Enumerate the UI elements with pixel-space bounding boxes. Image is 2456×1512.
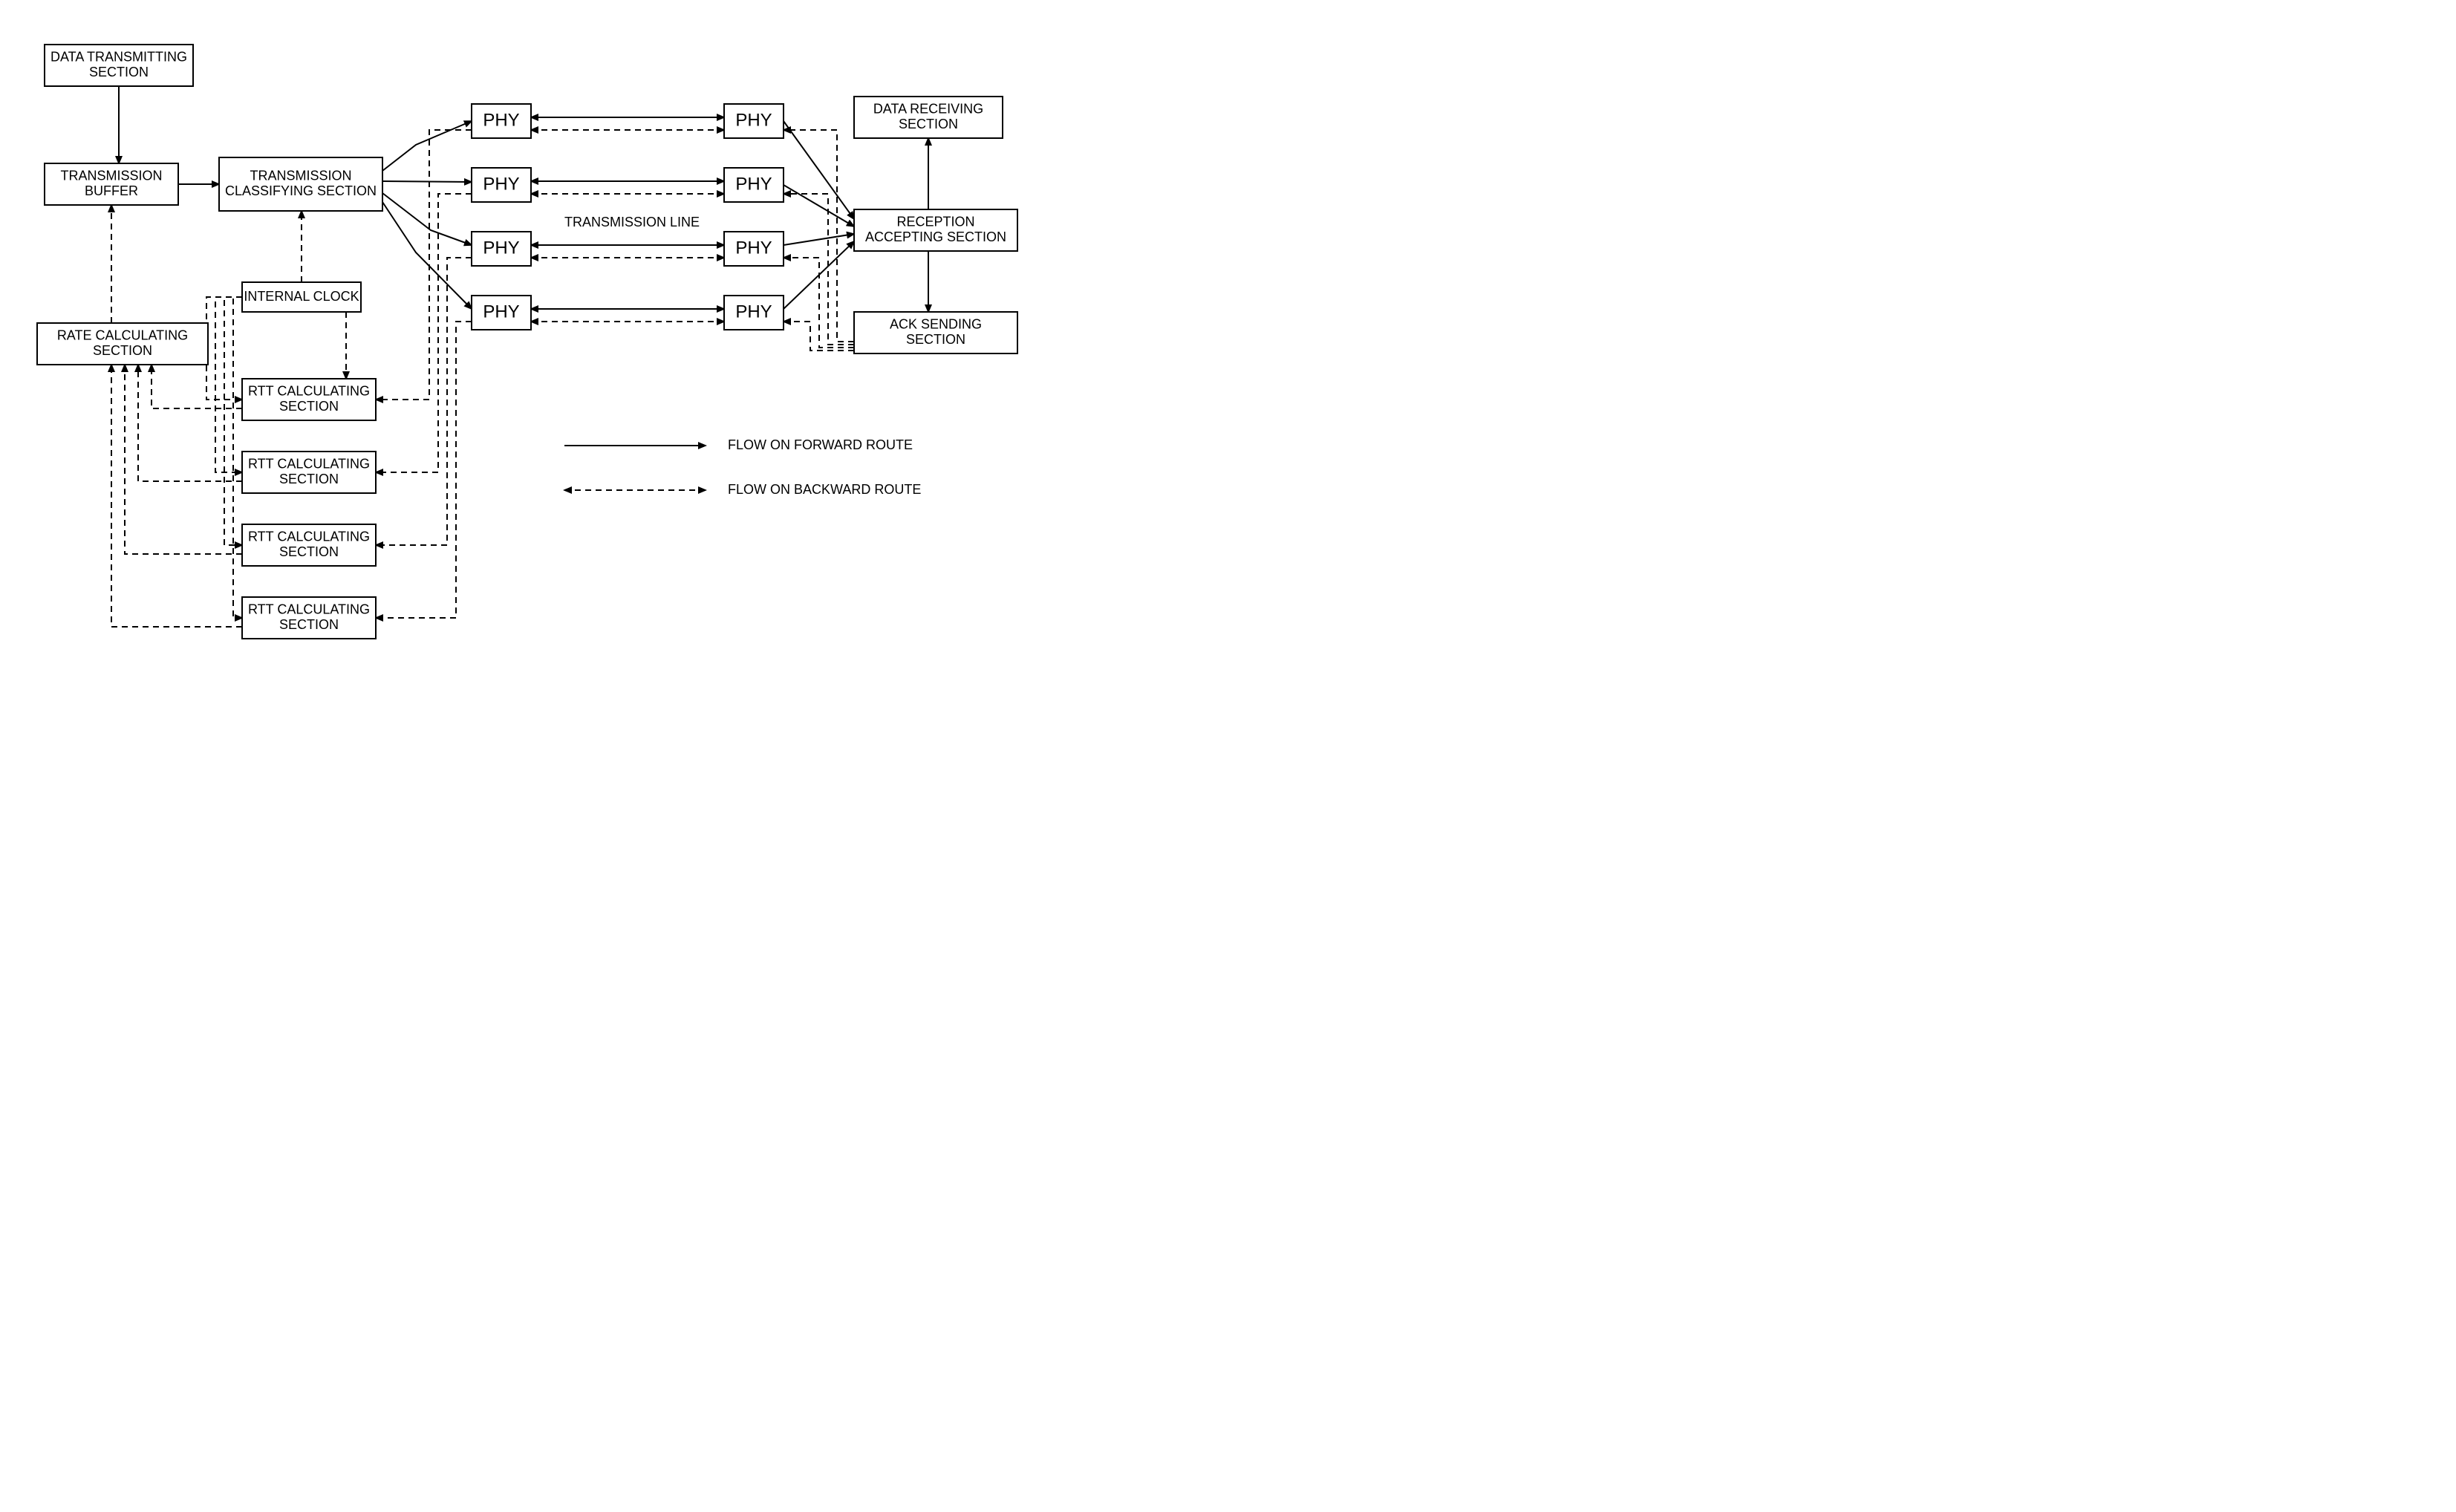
node-label: RTT CALCULATING <box>248 383 370 398</box>
node-label: CLASSIFYING SECTION <box>225 183 377 198</box>
node-tx_class: TRANSMISSIONCLASSIFYING SECTION <box>219 157 382 211</box>
edge-backward <box>215 297 242 472</box>
edge-backward <box>376 194 472 472</box>
node-rtt2: RTT CALCULATINGSECTION <box>242 452 376 493</box>
node-label: TRANSMISSION <box>60 168 162 183</box>
node-label: RECEPTION <box>896 214 974 229</box>
edge-backward <box>376 322 472 618</box>
edge-backward <box>138 365 242 481</box>
legend-label-backward: FLOW ON BACKWARD ROUTE <box>728 482 921 497</box>
node-label: PHY <box>735 238 772 258</box>
node-label: ACK SENDING <box>890 316 982 331</box>
node-label: BUFFER <box>85 183 138 198</box>
node-label: PHY <box>735 174 772 194</box>
node-label: INTERNAL CLOCK <box>244 289 359 304</box>
node-label: SECTION <box>906 332 965 347</box>
node-label: SECTION <box>279 617 339 632</box>
edge-forward <box>382 121 472 171</box>
node-label: ACCEPTING SECTION <box>865 229 1006 244</box>
node-phy_l1: PHY <box>472 104 531 138</box>
node-data_rx: DATA RECEIVINGSECTION <box>854 97 1003 138</box>
node-label: PHY <box>735 110 772 130</box>
edge-forward <box>784 121 854 219</box>
node-tx_buffer: TRANSMISSIONBUFFER <box>45 163 178 205</box>
node-label: DATA RECEIVING <box>873 101 983 116</box>
edge-backward <box>233 297 242 618</box>
node-label: PHY <box>735 302 772 322</box>
edge-forward <box>784 185 854 227</box>
edge-forward <box>382 193 472 245</box>
node-rtt3: RTT CALCULATINGSECTION <box>242 524 376 566</box>
diagram-canvas: DATA TRANSMITTINGSECTIONTRANSMISSIONBUFF… <box>15 15 1114 698</box>
node-phy_r3: PHY <box>724 232 784 266</box>
node-label: RATE CALCULATING <box>57 328 188 342</box>
node-phy_l3: PHY <box>472 232 531 266</box>
node-label: PHY <box>483 174 519 194</box>
node-label: SECTION <box>279 399 339 414</box>
node-phy_r4: PHY <box>724 296 784 330</box>
legend: FLOW ON FORWARD ROUTE FLOW ON BACKWARD RO… <box>564 437 921 497</box>
node-rtt1: RTT CALCULATINGSECTION <box>242 379 376 420</box>
node-phy_r1: PHY <box>724 104 784 138</box>
node-phy_l4: PHY <box>472 296 531 330</box>
node-phy_r2: PHY <box>724 168 784 202</box>
node-label: RTT CALCULATING <box>248 456 370 471</box>
node-rx_accept: RECEPTIONACCEPTING SECTION <box>854 209 1017 251</box>
node-label: SECTION <box>279 544 339 559</box>
node-label: PHY <box>483 238 519 258</box>
node-data_tx: DATA TRANSMITTINGSECTION <box>45 45 193 86</box>
edge-backward <box>784 258 854 348</box>
node-label: SECTION <box>279 472 339 486</box>
edge-backward <box>152 365 242 408</box>
node-label: SECTION <box>899 117 958 131</box>
node-label: PHY <box>483 110 519 130</box>
node-label: RTT CALCULATING <box>248 602 370 616</box>
node-label: DATA TRANSMITTING <box>51 49 187 64</box>
edge-forward <box>382 202 472 309</box>
node-phy_l2: PHY <box>472 168 531 202</box>
node-rtt4: RTT CALCULATINGSECTION <box>242 597 376 639</box>
node-label: SECTION <box>89 65 149 79</box>
node-ack_send: ACK SENDINGSECTION <box>854 312 1017 353</box>
node-label: RTT CALCULATING <box>248 529 370 544</box>
node-label: PHY <box>483 302 519 322</box>
node-label: TRANSMISSION <box>250 168 351 183</box>
nodes-layer: DATA TRANSMITTINGSECTIONTRANSMISSIONBUFF… <box>37 45 1017 639</box>
legend-label-forward: FLOW ON FORWARD ROUTE <box>728 437 913 452</box>
free-label-transmission_line: TRANSMISSION LINE <box>564 215 700 229</box>
edge-forward <box>784 234 854 245</box>
edge-forward <box>382 181 472 182</box>
edge-backward <box>376 258 472 545</box>
edge-backward <box>111 365 242 627</box>
node-label: SECTION <box>93 343 152 358</box>
node-rate_calc: RATE CALCULATINGSECTION <box>37 323 208 365</box>
edge-backward <box>376 130 472 400</box>
node-int_clock: INTERNAL CLOCK <box>242 282 361 312</box>
